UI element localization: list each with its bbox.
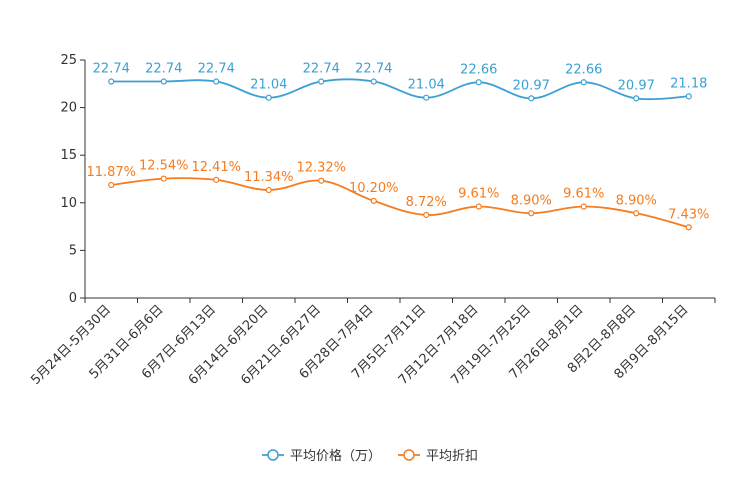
data-label: 22.66 [565, 62, 602, 77]
data-point[interactable] [633, 210, 640, 217]
legend-marker-icon [403, 449, 415, 461]
data-label: 8.72% [406, 195, 447, 210]
data-label: 8.90% [616, 193, 657, 208]
data-point[interactable] [108, 181, 115, 189]
y-tick-label: 25 [60, 53, 77, 68]
data-label: 22.74 [145, 62, 182, 77]
legend-item[interactable]: 平均折扣 [398, 449, 478, 464]
data-point[interactable] [423, 94, 430, 101]
y-tick-label: 15 [60, 148, 77, 163]
data-point[interactable] [475, 203, 482, 210]
data-label: 20.97 [513, 78, 550, 93]
data-label: 22.74 [93, 62, 130, 77]
y-tick-label: 5 [69, 243, 77, 258]
series-line [111, 177, 690, 229]
data-label: 22.74 [198, 62, 235, 77]
data-label: 22.74 [355, 62, 392, 77]
data-point[interactable] [580, 203, 587, 210]
data-point[interactable] [685, 224, 692, 231]
y-tick-label: 0 [69, 291, 77, 306]
data-point[interactable] [633, 95, 640, 102]
data-label: 21.04 [408, 78, 445, 93]
data-point[interactable] [318, 177, 325, 184]
data-point[interactable] [318, 78, 325, 85]
data-point[interactable] [108, 78, 115, 85]
data-label: 20.97 [618, 78, 655, 93]
legend-label: 平均折扣 [426, 449, 478, 464]
series-layer [108, 78, 692, 231]
data-point[interactable] [213, 176, 220, 183]
data-label: 9.61% [563, 187, 604, 202]
data-label: 22.66 [460, 62, 497, 77]
data-label: 11.34% [244, 170, 294, 185]
data-label: 11.87% [86, 165, 136, 180]
data-label: 21.04 [250, 78, 287, 93]
data-point[interactable] [475, 79, 482, 86]
data-point[interactable] [160, 175, 167, 182]
data-label: 8.90% [511, 193, 552, 208]
data-label: 7.43% [668, 207, 709, 222]
legend[interactable]: 平均价格（万） 平均折扣 [262, 448, 478, 464]
y-tick-label: 10 [60, 196, 77, 211]
data-point[interactable] [370, 197, 377, 204]
data-label: 12.41% [191, 160, 241, 175]
data-point[interactable] [160, 78, 167, 85]
series-line [111, 78, 689, 101]
data-label: 10.20% [349, 181, 399, 196]
data-point[interactable] [528, 210, 535, 217]
axes: 05101520255月24日-5月30日5月31日-6月6日6月7日-6月13… [28, 53, 716, 388]
data-label: 12.32% [296, 161, 346, 176]
data-point[interactable] [265, 186, 272, 194]
data-label: 22.74 [303, 62, 340, 77]
data-point[interactable] [528, 95, 535, 102]
data-point[interactable] [213, 78, 220, 85]
data-label: 9.61% [458, 187, 499, 202]
data-point[interactable] [580, 79, 587, 86]
data-label-layer: 22.74 22.74 22.74 21.04 22.74 22.74 21.04 22.66… [86, 62, 709, 223]
y-tick-label: 20 [60, 101, 77, 116]
data-point[interactable] [685, 93, 692, 100]
data-point[interactable] [423, 211, 430, 219]
data-label: 12.54% [139, 159, 189, 174]
legend-marker-icon [267, 449, 279, 461]
data-point[interactable] [370, 78, 377, 85]
data-point[interactable] [265, 94, 272, 101]
legend-item[interactable]: 平均价格（万） [262, 448, 381, 464]
legend-label: 平均价格（万） [290, 448, 381, 464]
data-label: 21.18 [670, 76, 707, 91]
